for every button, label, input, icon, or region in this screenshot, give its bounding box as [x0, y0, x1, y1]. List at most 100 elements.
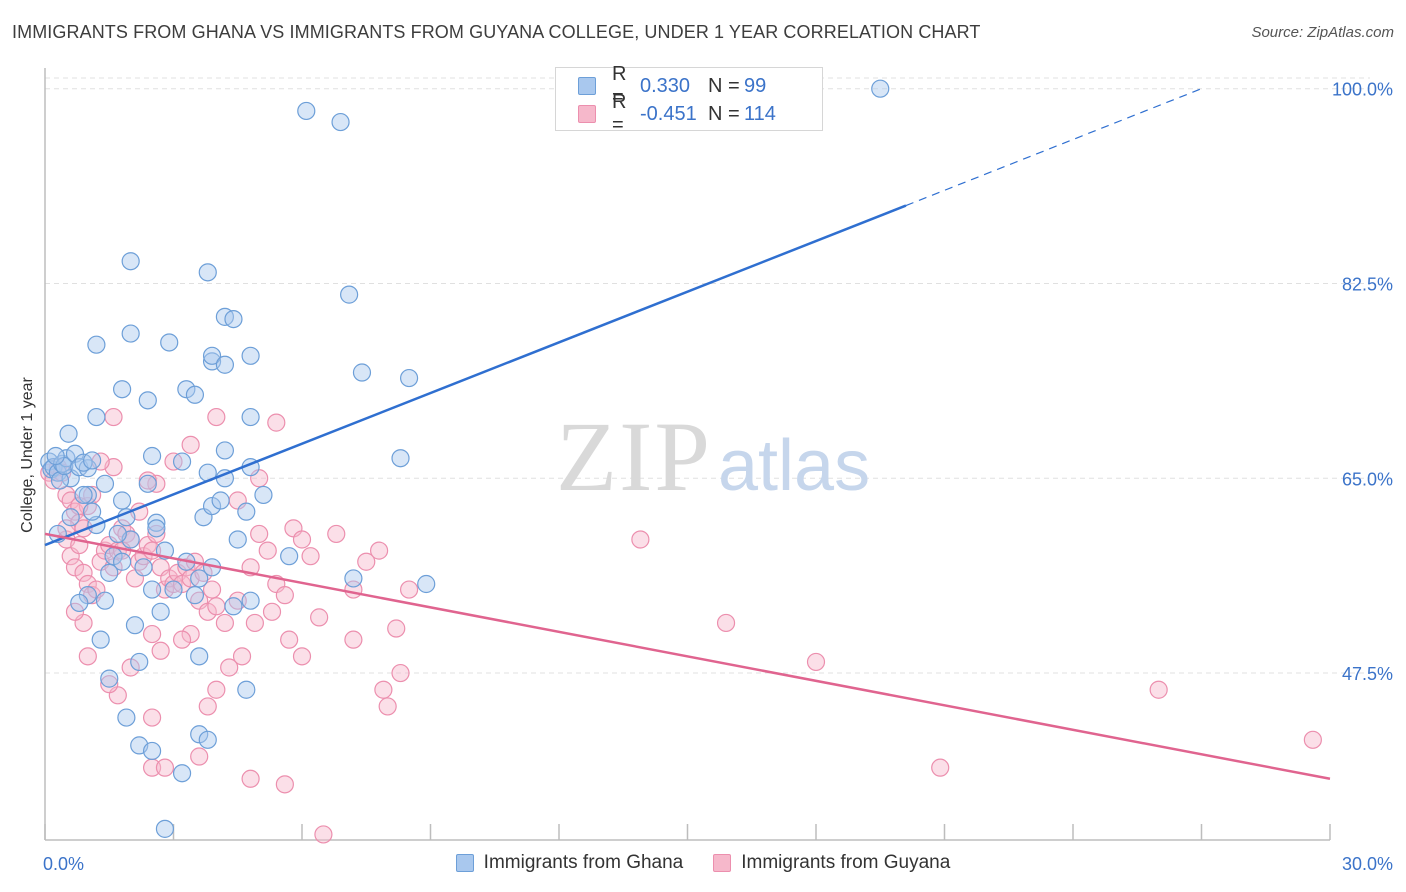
legend-label-ghana: Immigrants from Ghana — [483, 852, 684, 873]
ghana-point — [108, 524, 127, 544]
watermark: ZIP atlas — [556, 401, 870, 512]
ghana-point — [202, 346, 222, 365]
stats-row-ghana: R = 0.330 N = 99 — [578, 63, 767, 108]
guyana-point — [631, 530, 650, 549]
r-label: R = — [612, 91, 627, 136]
n-value: 99 — [744, 74, 767, 97]
stats-legend: R = 0.330 N = 99 R = -0.451 N = 114 — [555, 63, 823, 136]
guyana-point — [104, 407, 123, 427]
ghana-point — [112, 491, 132, 510]
series-legend: Immigrants from Ghana Immigrants from Gu… — [0, 852, 1406, 874]
ghana-point — [95, 474, 115, 493]
ghana-point — [224, 597, 243, 616]
ghana-point — [83, 502, 102, 521]
ghana-trend-line — [44, 204, 907, 547]
guyana-point — [202, 580, 222, 599]
ghana-point — [134, 558, 153, 577]
ghana-point — [215, 441, 234, 460]
ghana-swatch — [578, 77, 596, 95]
ghana-point — [87, 407, 106, 427]
guyana-point — [327, 524, 346, 544]
ghana-point — [125, 616, 145, 635]
guyana-point — [190, 747, 209, 766]
ghana-point — [241, 407, 260, 427]
ghana-point — [95, 591, 115, 610]
n-value: 114 — [744, 102, 776, 125]
legend-label-guyana: Immigrants from Guyana — [741, 852, 951, 873]
ghana-point — [172, 452, 192, 471]
ghana-point — [112, 552, 132, 571]
ghana-point — [237, 502, 256, 521]
ghana-point — [74, 485, 93, 505]
gridlines — [45, 77, 1370, 674]
ghana-point — [280, 547, 299, 566]
guyana-point — [100, 675, 119, 694]
ghana-point — [121, 252, 140, 271]
ghana-point — [91, 630, 110, 649]
ghana-point — [87, 335, 106, 354]
guyana-point — [250, 524, 269, 544]
ghana-point — [100, 563, 119, 582]
guyana-point — [232, 647, 252, 666]
guyana-point — [65, 602, 85, 621]
ghana-point — [185, 586, 205, 605]
legend-item-ghana[interactable]: Immigrants from Ghana — [455, 852, 684, 874]
guyana-point — [280, 630, 299, 649]
guyana-point — [301, 547, 320, 566]
ghana-point — [237, 680, 256, 699]
ghana-point — [151, 602, 170, 621]
ghana-point — [117, 708, 136, 727]
legend-item-guyana[interactable]: Immigrants from Guyana — [713, 852, 950, 874]
guyana-point — [391, 663, 410, 683]
guyana-point — [241, 769, 260, 788]
guyana-point — [172, 630, 192, 649]
guyana-point — [314, 825, 333, 844]
ghana-point — [228, 530, 247, 549]
guyana-point — [198, 697, 217, 716]
ghana-point — [297, 101, 316, 121]
ghana-point — [198, 263, 217, 282]
guyana-point — [292, 647, 312, 666]
guyana-point — [806, 652, 826, 672]
guyana-point — [207, 680, 226, 699]
ghana-point — [142, 580, 162, 599]
ghana-trend-extension — [905, 88, 1202, 207]
guyana-point — [215, 613, 234, 633]
guyana-swatch — [713, 854, 732, 872]
ghana-point — [138, 391, 157, 410]
ghana-point — [331, 112, 350, 132]
ghana-point — [391, 449, 410, 468]
ghana-point — [155, 819, 175, 838]
guyana-point — [207, 407, 226, 427]
ghana-point — [352, 363, 372, 382]
ghana-point — [70, 593, 89, 613]
guyana-point — [931, 758, 950, 777]
ghana-point — [78, 485, 97, 505]
ghana-point — [399, 368, 419, 388]
source-credit: Source: ZipAtlas.com — [1251, 24, 1394, 41]
guyana-point — [207, 597, 226, 616]
guyana-point — [267, 413, 286, 432]
ghana-point — [147, 519, 166, 538]
ghana-point — [142, 446, 162, 466]
ghana-point — [211, 491, 230, 510]
r-label: R = — [612, 63, 627, 108]
chart-title: IMMIGRANTS FROM GHANA VS IMMIGRANTS FROM… — [12, 22, 981, 42]
r-value: 0.330 — [640, 74, 691, 97]
guyana-point — [374, 680, 393, 699]
guyana-point — [1303, 730, 1322, 749]
guyana-point — [220, 658, 239, 677]
ghana-point — [340, 285, 359, 304]
ghana-point — [130, 652, 149, 672]
y-tick-label: 82.5% — [1342, 274, 1393, 294]
r-value: -0.451 — [640, 102, 697, 125]
watermark-atlas: atlas — [718, 426, 870, 506]
ghana-point — [871, 79, 890, 98]
y-tick-label: 47.5% — [1342, 664, 1393, 684]
ghana-point — [190, 647, 209, 666]
guyana-point — [370, 541, 389, 560]
y-axis-label: College, Under 1 year — [19, 377, 36, 533]
ghana-points — [40, 79, 890, 838]
y-tick-label: 100.0% — [1332, 80, 1393, 100]
